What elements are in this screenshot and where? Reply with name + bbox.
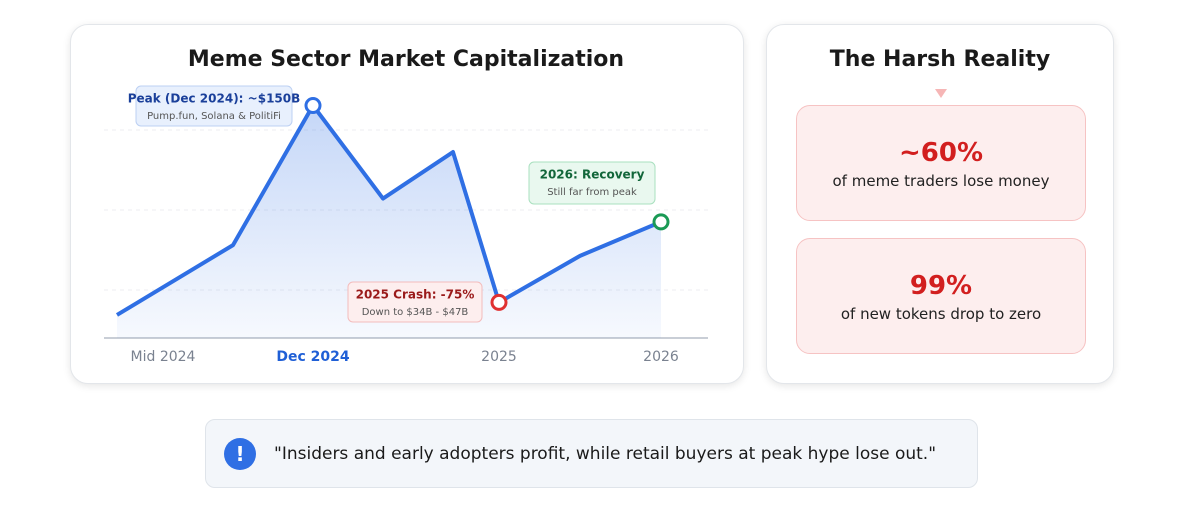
stat-label: of meme traders lose money [832,172,1050,190]
annotation-box [347,281,483,323]
chart-title: Meme Sector Market Capitalization [188,47,624,72]
quote-box: ! "Insiders and early adopters profit, w… [205,419,978,488]
stat-card: 99% of new tokens drop to zero [796,238,1086,354]
point-marker [304,97,322,114]
stat-label: of new tokens drop to zero [840,305,1042,323]
area [117,105,661,338]
x-tick-label: 2026 [643,349,679,365]
stat-value: 99% [909,271,973,301]
annotation-title: 2026: Recovery [540,168,645,182]
line [115,103,662,317]
pointer [935,89,947,98]
x-tick-label: 2025 [481,349,517,365]
annotation-text: Pump.fun, Solana & PolitiFi [147,111,281,122]
annotation-text: Still far from peak [547,187,637,198]
x-tick-label: Mid 2024 [131,349,196,365]
point-marker [490,293,508,311]
annotation-title: 2025 Crash: -75% [356,288,475,302]
reality-card: The Harsh Reality ~60% of meme traders l… [766,24,1114,384]
annotation-box [135,85,293,127]
reality-title: The Harsh Reality [829,47,1051,72]
alert-icon: ! [224,437,256,470]
stat-value: ~60% [898,138,984,168]
quote-text: "Insiders and early adopters profit, whi… [274,443,937,464]
stat-card: ~60% of meme traders lose money [796,105,1086,221]
annotation-box [528,161,656,205]
annotation-title: Peak (Dec 2024): ~$150B [128,92,301,106]
x-tick-label: Dec 2024 [276,349,350,365]
annotation-text: Down to $34B - $47B [362,307,469,318]
point-marker [652,213,670,231]
